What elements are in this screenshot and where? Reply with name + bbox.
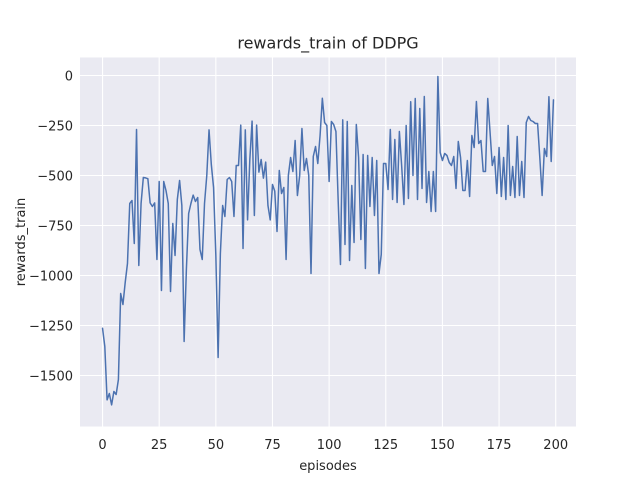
x-tick-label: 125 (373, 438, 398, 453)
y-tick-label: −750 (37, 219, 73, 234)
x-tick-label: 0 (98, 438, 106, 453)
y-tick-label: −1250 (29, 319, 73, 334)
x-tick-label: 75 (264, 438, 281, 453)
x-tick-label: 175 (487, 438, 512, 453)
x-tick-label: 200 (543, 438, 568, 453)
x-tick-label: 50 (208, 438, 225, 453)
gridlines (80, 57, 576, 427)
y-tick-label: −250 (37, 119, 73, 134)
x-tick-label: 100 (317, 438, 342, 453)
y-tick-label: −1000 (29, 269, 73, 284)
plot-area (80, 57, 576, 427)
x-tick-labels: 0 25 50 75 100 125 150 175 200 (98, 438, 568, 453)
y-tick-label: −500 (37, 169, 73, 184)
chart-title: rewards_train of DDPG (237, 34, 418, 54)
x-axis-label: episodes (299, 459, 357, 474)
line-series (101, 75, 555, 406)
y-tick-labels: 0 −250 −500 −750 −1000 −1250 −1500 (29, 69, 73, 384)
y-axis-label: rewards_train (14, 198, 29, 287)
y-tick-label: −1500 (29, 369, 73, 384)
x-tick-label: 150 (430, 438, 455, 453)
y-tick-label: 0 (65, 69, 73, 84)
x-tick-label: 25 (151, 438, 168, 453)
